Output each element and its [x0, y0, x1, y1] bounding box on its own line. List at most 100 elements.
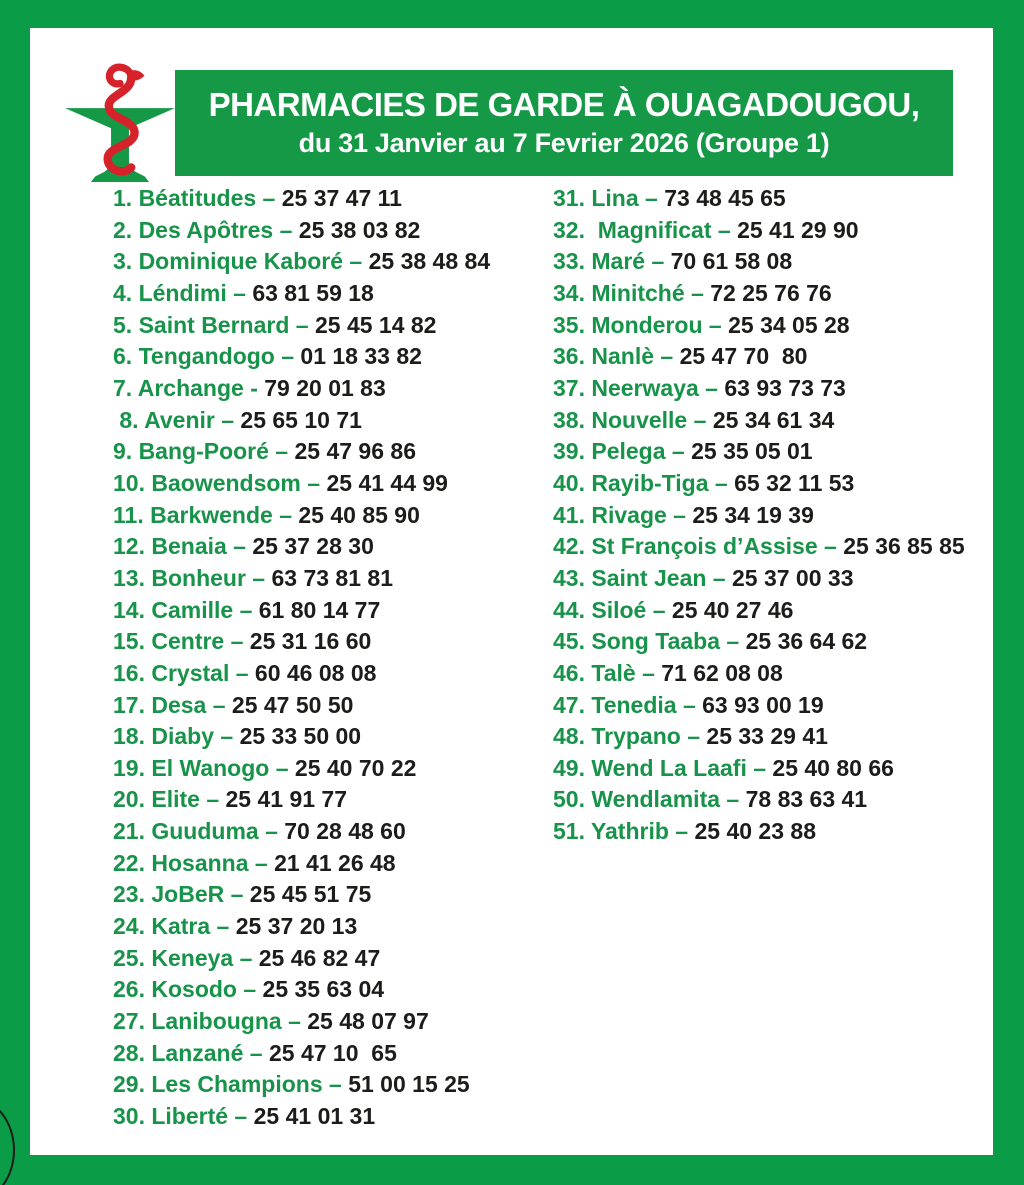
pharmacy-entry: 35. Monderou – 25 34 05 28 — [553, 310, 965, 342]
pharmacy-name: 22. Hosanna – — [113, 849, 275, 876]
pharmacy-entry: 42. St François d’Assise – 25 36 85 85 — [553, 531, 965, 563]
pharmacy-entry: 25. Keneya – 25 46 82 47 — [113, 943, 490, 975]
pharmacy-phone: 25 34 19 39 — [692, 501, 814, 528]
pharmacy-phone: 25 34 05 28 — [728, 311, 850, 338]
pharmacy-name: 31. Lina – — [553, 185, 665, 211]
pharmacy-phone: 25 47 96 86 — [294, 438, 416, 465]
pharmacy-phone: 25 37 00 33 — [731, 564, 854, 591]
pharmacy-name: 47. Tenedia – — [553, 691, 703, 718]
pharmacy-entry: 14. Camille – 61 80 14 77 — [113, 595, 490, 627]
pharmacy-name: 35. Monderou – — [553, 311, 729, 338]
pharmacy-entry: 47. Tenedia – 63 93 00 19 — [553, 690, 965, 722]
pharmacy-name: 25. Keneya – — [113, 944, 259, 971]
pharmacy-name: 5. Saint Bernard – — [113, 311, 315, 338]
pharmacy-entry: 50. Wendlamita – 78 83 63 41 — [553, 784, 965, 816]
pharmacy-phone: 25 45 14 82 — [314, 311, 437, 338]
pharmacy-name: 26. Kosodo – — [113, 976, 263, 1003]
poster-content-area: PHARMACIES DE GARDE À OUAGADOUGOU, du 31… — [30, 28, 993, 1155]
pharmacy-entry: 44. Siloé – 25 40 27 46 — [553, 595, 965, 627]
pharmacy-phone: 25 38 48 84 — [368, 248, 491, 275]
pharmacy-entry: 17. Desa – 25 47 50 50 — [113, 690, 490, 722]
pharmacy-entry: 38. Nouvelle – 25 34 61 34 — [553, 405, 965, 437]
pharmacy-list-right: 31. Lina – 73 48 45 65 32. Magnificat – … — [553, 183, 965, 848]
pharmacy-entry: 46. Talè – 71 62 08 08 — [553, 658, 965, 690]
pharmacy-entry: 33. Maré – 70 61 58 08 — [553, 246, 965, 278]
pharmacy-phone: 25 41 44 99 — [326, 469, 448, 496]
pharmacy-name: 45. Song Taaba – — [553, 628, 746, 655]
pharmacy-list-left: 1. Béatitudes – 25 37 47 11 2. Des Apôtr… — [113, 183, 490, 1133]
pharmacy-entry: 28. Lanzané – 25 47 10 65 — [113, 1038, 490, 1070]
pharmacy-name: 30. Liberté – — [113, 1103, 254, 1130]
pharmacy-phone: 70 61 58 08 — [670, 248, 793, 275]
pharmacy-entry: 8. Avenir – 25 65 10 71 — [113, 405, 490, 437]
pharmacy-phone: 01 18 33 82 — [300, 343, 422, 370]
pharmacy-phone: 65 32 11 53 — [734, 469, 855, 496]
bowl-of-hygieia-pharmacy-icon — [65, 63, 175, 182]
pharmacy-name: 46. Talè – — [553, 659, 662, 686]
pharmacy-name: 42. St François d’Assise – — [553, 533, 844, 560]
pharmacy-entry: 32. Magnificat – 25 41 29 90 — [553, 215, 965, 247]
pharmacy-entry: 41. Rivage – 25 34 19 39 — [553, 500, 965, 532]
pharmacy-phone: 25 40 23 88 — [694, 818, 816, 845]
pharmacy-name: 19. El Wanogo – — [113, 754, 295, 781]
pharmacy-phone: 63 81 59 18 — [252, 279, 374, 306]
pharmacy-phone: 25 33 50 00 — [239, 723, 362, 750]
pharmacy-phone: 25 40 80 66 — [772, 754, 894, 781]
pharmacy-name: 28. Lanzané – — [113, 1039, 269, 1066]
pharmacy-name: 34. Minitché – — [553, 279, 711, 306]
pharmacy-phone: 70 28 48 60 — [284, 818, 406, 845]
pharmacy-entry: 7. Archange - 79 20 01 83 — [113, 373, 490, 405]
pharmacy-entry: 3. Dominique Kaboré – 25 38 48 84 — [113, 246, 490, 278]
pharmacy-name: 13. Bonheur – — [113, 564, 272, 591]
pharmacy-phone: 25 47 70 80 — [679, 343, 808, 370]
pharmacy-entry: 19. El Wanogo – 25 40 70 22 — [113, 753, 490, 785]
pharmacy-entry: 13. Bonheur – 63 73 81 81 — [113, 563, 490, 595]
pharmacy-name: 11. Barkwende – — [113, 501, 299, 528]
pharmacy-entry: 18. Diaby – 25 33 50 00 — [113, 721, 490, 753]
pharmacy-entry: 43. Saint Jean – 25 37 00 33 — [553, 563, 965, 595]
pharmacy-entry: 5. Saint Bernard – 25 45 14 82 — [113, 310, 490, 342]
pharmacy-name: 29. Les Champions – — [113, 1071, 349, 1098]
pharmacy-name: 14. Camille – — [113, 596, 259, 623]
pharmacy-name: 51. Yathrib – — [553, 818, 695, 845]
pharmacy-name: 37. Neerwaya – — [553, 374, 725, 401]
pharmacy-name: 2. Des Apôtres – — [113, 216, 299, 243]
pharmacy-name: 33. Maré – — [553, 248, 671, 275]
pharmacy-name: 1. Béatitudes – — [113, 185, 282, 211]
pharmacy-phone: 25 40 85 90 — [298, 501, 420, 528]
pharmacy-phone: 73 48 45 65 — [664, 185, 786, 211]
pharmacy-entry: 15. Centre – 25 31 16 60 — [113, 626, 490, 658]
pharmacy-name: 6. Tengandogo – — [113, 343, 301, 370]
pharmacy-entry: 6. Tengandogo – 01 18 33 82 — [113, 341, 490, 373]
poster-subtitle: du 31 Janvier au 7 Fevrier 2026 (Groupe … — [298, 127, 830, 158]
pharmacy-name: 17. Desa – — [113, 691, 232, 718]
pharmacy-name: 12. Benaia – — [113, 533, 253, 560]
pharmacy-name: 43. Saint Jean – — [553, 564, 732, 591]
pharmacy-phone: 61 80 14 77 — [258, 596, 381, 623]
corner-arc-decoration — [0, 1109, 15, 1185]
pharmacy-name: 21. Guuduma – — [113, 818, 285, 845]
pharmacy-phone: 25 45 51 75 — [249, 881, 372, 908]
pharmacy-entry: 12. Benaia – 25 37 28 30 — [113, 531, 490, 563]
pharmacy-entry: 30. Liberté – 25 41 01 31 — [113, 1101, 490, 1133]
pharmacy-entry: 36. Nanlè – 25 47 70 80 — [553, 341, 965, 373]
pharmacy-entry: 4. Léndimi – 63 81 59 18 — [113, 278, 490, 310]
pharmacy-entry: 31. Lina – 73 48 45 65 — [553, 183, 965, 215]
pharmacy-name: 41. Rivage – — [553, 501, 693, 528]
pharmacy-phone: 60 46 08 08 — [254, 659, 377, 686]
pharmacy-name: 48. Trypano – — [553, 723, 707, 750]
pharmacy-name: 27. Lanibougna – — [113, 1008, 308, 1035]
pharmacy-phone: 72 25 76 76 — [710, 279, 832, 306]
pharmacy-entry: 48. Trypano – 25 33 29 41 — [553, 721, 965, 753]
pharmacy-entry: 40. Rayib-Tiga – 65 32 11 53 — [553, 468, 965, 500]
pharmacy-name: 23. JoBeR – — [113, 881, 250, 908]
pharmacy-phone: 63 73 81 81 — [271, 564, 393, 591]
pharmacy-entry: 27. Lanibougna – 25 48 07 97 — [113, 1006, 490, 1038]
header-banner: PHARMACIES DE GARDE À OUAGADOUGOU, du 31… — [175, 70, 953, 176]
pharmacy-entry: 45. Song Taaba – 25 36 64 62 — [553, 626, 965, 658]
pharmacy-name: 7. Archange - — [113, 374, 265, 401]
pharmacy-name: 40. Rayib-Tiga – — [553, 469, 735, 496]
pharmacy-phone: 25 65 10 71 — [240, 406, 362, 433]
pharmacy-name: 38. Nouvelle – — [553, 406, 713, 433]
pharmacy-phone: 78 83 63 41 — [745, 786, 868, 813]
